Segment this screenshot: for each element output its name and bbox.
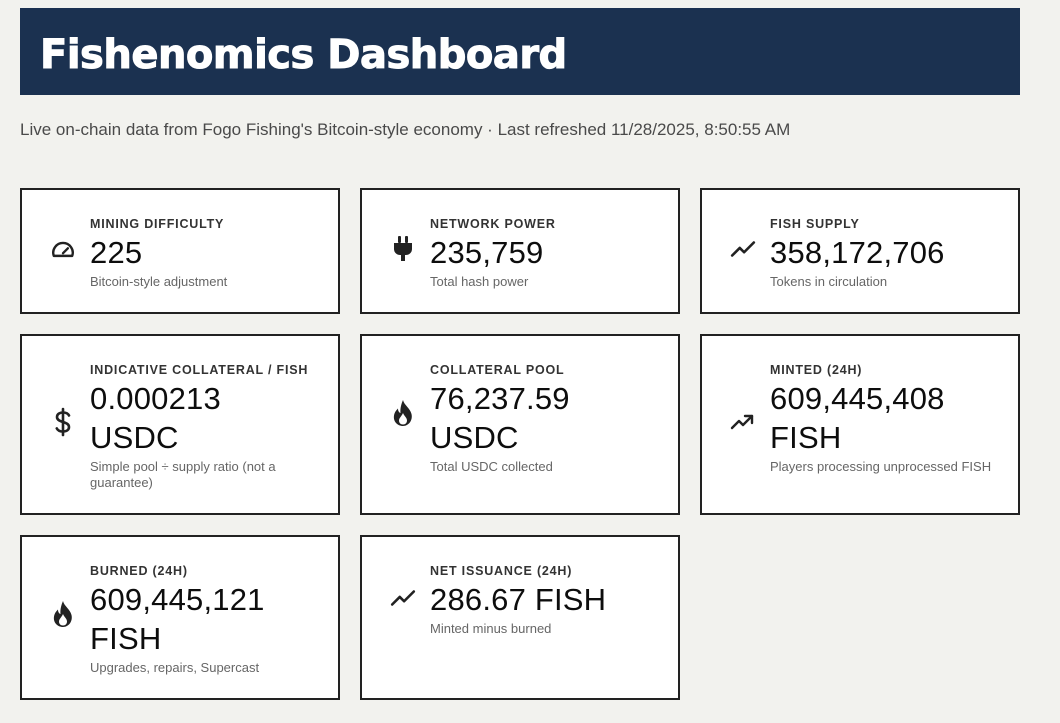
card-label: MINING DIFFICULTY	[90, 217, 225, 231]
trend-line-icon	[390, 585, 416, 611]
card-label: FISH SUPPLY	[770, 217, 860, 231]
mining-difficulty-card: MINING DIFFICULTY 225 Bitcoin-style adju…	[20, 188, 340, 314]
card-label: MINTED (24H)	[770, 363, 863, 377]
card-description: Bitcoin-style adjustment	[90, 274, 228, 289]
card-label: BURNED (24H)	[90, 564, 188, 578]
minted-24h-card: MINTED (24H) 609,445,408 FISH Players pr…	[700, 334, 1020, 515]
flame-icon	[390, 400, 416, 426]
dollar-icon	[50, 407, 76, 437]
burned-24h-card: BURNED (24H) 609,445,121 FISH Upgrades, …	[20, 535, 340, 700]
gauge-icon	[50, 238, 76, 264]
card-label: INDICATIVE COLLATERAL / FISH	[90, 363, 309, 377]
card-description: Total hash power	[430, 274, 529, 289]
card-description: Simple pool ÷ supply ratio (not a guaran…	[90, 459, 276, 490]
indicative-collateral-card: INDICATIVE COLLATERAL / FISH 0.000213 US…	[20, 334, 340, 515]
card-value: 0.000213 USDC	[90, 381, 221, 455]
card-value: 225	[90, 235, 143, 270]
card-description: Tokens in circulation	[770, 274, 888, 289]
card-value: 609,445,408 FISH	[770, 381, 945, 455]
card-label: COLLATERAL POOL	[430, 363, 565, 377]
card-description: Total USDC collected	[430, 459, 553, 474]
card-value: 609,445,121 FISH	[90, 582, 265, 656]
card-value: 235,759	[430, 235, 544, 270]
card-value: 76,237.59 USDC	[430, 381, 570, 455]
card-value: 358,172,706	[770, 235, 945, 270]
net-issuance-24h-card: NET ISSUANCE (24H) 286.67 FISH Minted mi…	[360, 535, 680, 700]
card-value: 286.67 FISH	[430, 582, 607, 617]
dashboard-header: Fishenomics Dashboard	[20, 8, 1020, 95]
card-label: NETWORK POWER	[430, 217, 556, 231]
card-label: NET ISSUANCE (24H)	[430, 564, 573, 578]
trending-up-icon	[730, 409, 756, 435]
collateral-pool-card: COLLATERAL POOL 76,237.59 USDC Total USD…	[360, 334, 680, 515]
plug-icon	[390, 236, 416, 262]
refresh-subtitle: Live on-chain data from Fogo Fishing's B…	[20, 120, 791, 139]
network-power-card: NETWORK POWER 235,759 Total hash power	[360, 188, 680, 314]
flame-icon	[50, 601, 76, 627]
trend-line-icon	[730, 236, 756, 262]
card-description: Players processing unprocessed FISH	[770, 459, 992, 474]
fish-supply-card: FISH SUPPLY 358,172,706 Tokens in circul…	[700, 188, 1020, 314]
page-title: Fishenomics Dashboard	[40, 31, 568, 78]
card-description: Upgrades, repairs, Supercast	[90, 660, 260, 675]
card-description: Minted minus burned	[430, 621, 552, 636]
